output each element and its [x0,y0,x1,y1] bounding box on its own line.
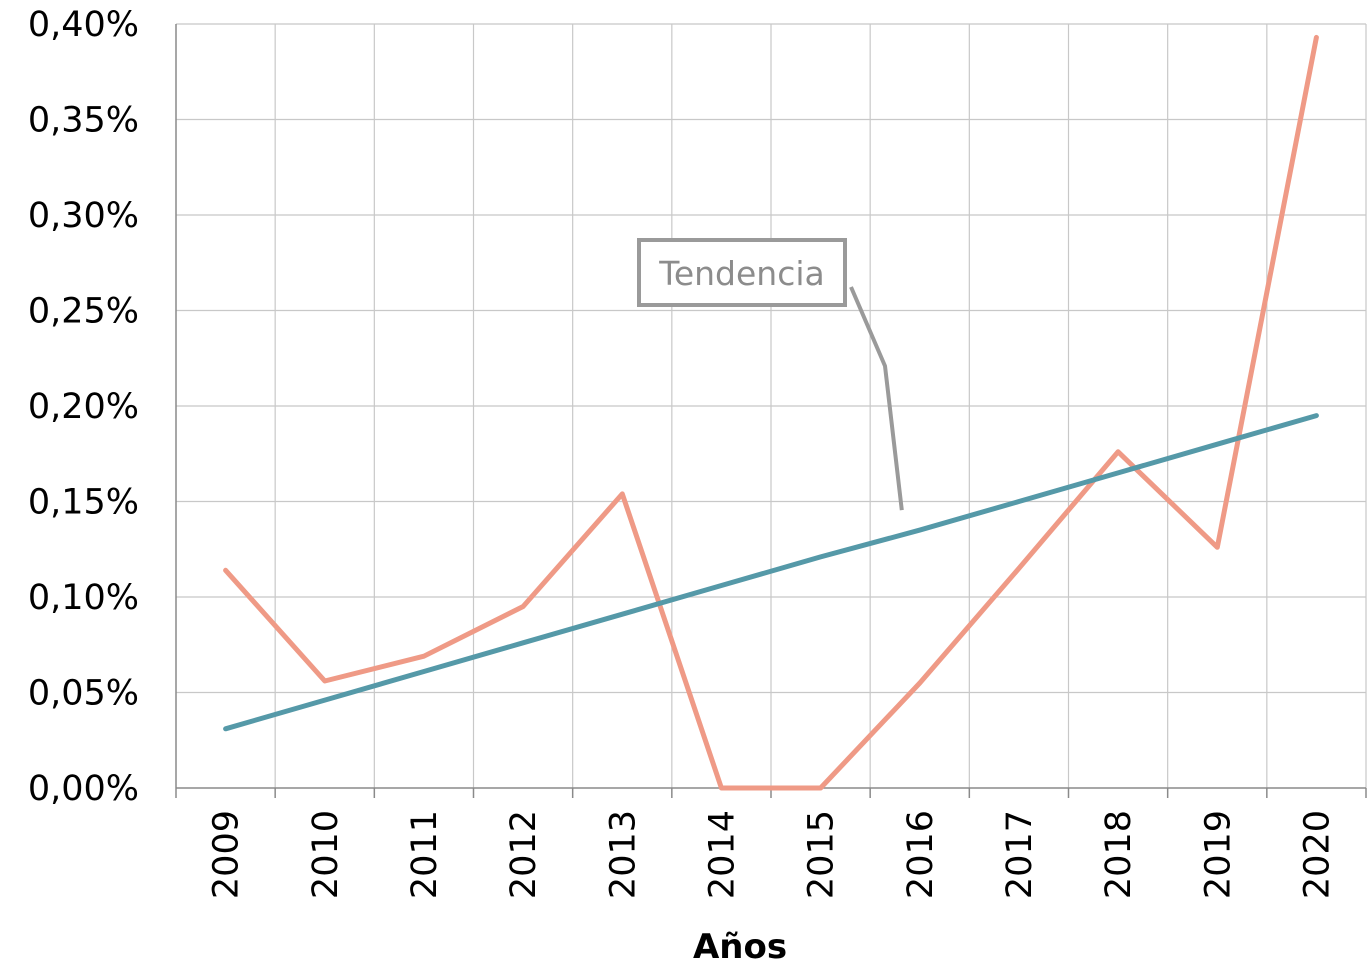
x-axis-ticks: 2009 2010 2011 2012 2013 2014 2015 2016 2017 2018… [207,810,1338,899]
x-tick-label: 2020 [1297,810,1337,899]
x-tick-label: 2018 [1099,810,1139,899]
y-tick-label: 0,30% [28,196,139,236]
annotation-box [637,238,847,307]
x-tick-label: 2009 [207,810,247,899]
y-tick-label: 0,00% [28,769,139,809]
x-tick-label: 2015 [802,810,842,899]
x-tick-label: 2016 [901,810,941,899]
y-tick-label: 0,15% [28,483,139,523]
annotation-label: Tendencia [658,254,824,293]
y-tick-label: 0,10% [28,578,139,618]
y-tick-label: 0,05% [28,674,139,714]
annotation-leader-line [849,286,904,511]
x-tick-label: 2011 [405,810,445,899]
x-tick-label: 2012 [504,810,544,899]
series-lines [223,34,1319,791]
y-tick-label: 0,20% [28,387,139,427]
gridlines [176,23,1367,788]
x-tick-label: 2019 [1198,810,1238,899]
y-tick-label: 0,25% [28,292,139,332]
x-tick-label: 2017 [1000,810,1040,899]
y-tick-label: 0,40% [28,5,139,45]
y-axis-ticks: 0,00% 0,05% 0,10% 0,15% 0,20% 0,25% 0,30% 0,35%… [28,5,139,809]
series-line-trend [223,413,1319,732]
x-tick-label: 2014 [702,810,742,899]
x-tick-label: 2013 [603,810,643,899]
x-axis-label: Años [693,927,787,964]
x-tick-label: 2010 [306,810,346,899]
annotation: Tendencia [637,238,904,511]
y-tick-label: 0,35% [28,101,139,141]
